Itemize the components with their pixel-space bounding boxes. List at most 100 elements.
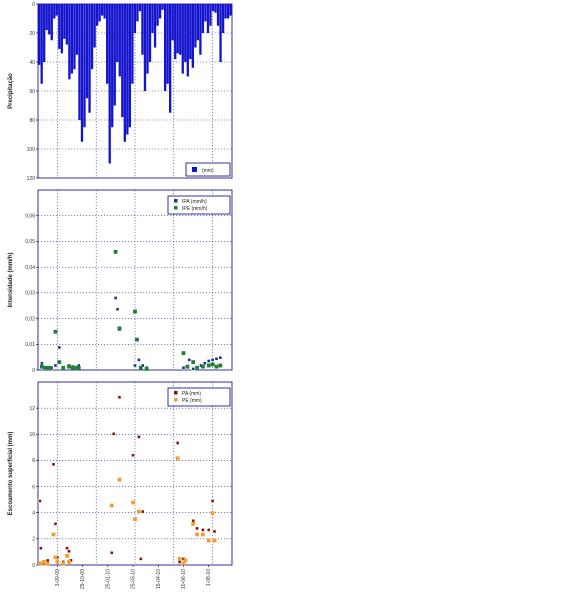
- pa-marker: [45, 558, 50, 563]
- pa-marker: [191, 518, 196, 523]
- precip-bar: [121, 4, 124, 118]
- precip-bar: [111, 4, 114, 128]
- precipitation-panel: 0 20 40 60 80 100 120 Precipitação (mm): [8, 2, 233, 182]
- y-tick-label: 0,03: [25, 291, 35, 297]
- precip-bar: [191, 4, 195, 68]
- pa-marker: [117, 395, 122, 400]
- pe-marker: [41, 560, 46, 564]
- ipe-marker: [43, 365, 48, 370]
- ipe-marker: [133, 309, 137, 314]
- ipa-marker: [218, 355, 223, 360]
- precip-bar: [201, 4, 205, 33]
- date-axis: 3-09-09 29-10-09 25-01-10 25-03-10 15-04-10 1…: [55, 565, 212, 589]
- precip-bar: [45, 4, 48, 31]
- precip-bar: [186, 4, 189, 77]
- precip-bar: [68, 4, 71, 80]
- precip-bar: [131, 4, 134, 84]
- ipe-marker: [39, 364, 44, 369]
- precip-bar: [209, 4, 212, 26]
- intensity-panel: 0 0,01 0,02 0,03 0,04 0,05 0,06 Intensidade (mm…: [8, 189, 233, 374]
- y-axis-label: Intensidade (mm/h): [8, 252, 14, 307]
- precip-bar: [133, 4, 137, 33]
- pe-marker: [45, 561, 50, 566]
- precip-bar: [108, 4, 111, 164]
- pe-marker: [175, 456, 180, 461]
- precip-bar: [40, 4, 43, 84]
- pa-marker: [111, 431, 116, 436]
- ipe-marker: [195, 365, 199, 370]
- pe-marker: [109, 503, 114, 508]
- precip-bar: [88, 4, 91, 113]
- ipe-marker: [57, 360, 62, 365]
- y-axis-label: Precipitação: [8, 73, 14, 109]
- precip-bar: [85, 4, 89, 99]
- pa-marker: [51, 462, 56, 467]
- ipe-marker: [185, 364, 190, 369]
- precip-bar: [189, 4, 192, 60]
- ipa-marker: [202, 361, 207, 366]
- ipa-marker: [187, 357, 192, 362]
- runoff-panel: 0 2 4 6 8 10 12 Escoamento superficial (mm) PA (…: [8, 381, 233, 569]
- plot-frame: [37, 381, 233, 566]
- precip-bar: [113, 4, 116, 106]
- ipe-marker: [206, 363, 211, 368]
- precip-bar: [70, 4, 74, 74]
- pe-marker: [210, 511, 215, 516]
- pa-marker: [212, 529, 217, 534]
- precip-bar: [171, 4, 174, 41]
- precip-bar: [58, 4, 61, 49]
- y-tick-label: 10: [29, 432, 35, 438]
- y-tick-label: 20: [29, 31, 35, 37]
- pe-marker: [67, 560, 71, 564]
- ipe-marker: [53, 329, 58, 334]
- precip-bar: [103, 4, 106, 19]
- ipa-marker: [113, 296, 118, 300]
- pe-marker: [55, 560, 60, 564]
- ipa-marker: [140, 363, 145, 368]
- pe-marker: [51, 532, 56, 537]
- y-tick-label: 40: [29, 60, 35, 66]
- pa-marker: [206, 528, 211, 532]
- precip-bar: [196, 4, 200, 41]
- legend-marker: [174, 391, 178, 395]
- precip-bar: [93, 4, 96, 48]
- pa-marker: [138, 556, 143, 561]
- y-tick-label: 0,05: [25, 239, 35, 245]
- precip-bar: [211, 4, 215, 12]
- ipe-marker: [138, 365, 143, 370]
- precip-bar: [128, 4, 132, 128]
- precip-bar: [194, 4, 197, 48]
- x-tick-label: 1-08-10: [206, 569, 212, 586]
- legend-label-precip: (mm): [202, 168, 214, 174]
- y-tick-label: 2: [32, 537, 35, 543]
- x-tick-label: 3-09-09: [55, 569, 61, 586]
- ipa-marker: [136, 357, 141, 362]
- pe-marker: [191, 521, 196, 526]
- legend-marker: [174, 206, 178, 210]
- precip-bar: [138, 4, 142, 12]
- precip-bar: [136, 4, 139, 22]
- plot-frame: [37, 189, 233, 371]
- y-tick-label: 80: [29, 118, 35, 124]
- pe-marker: [117, 477, 122, 482]
- precip-bar: [179, 4, 182, 55]
- pa-marker: [210, 499, 215, 503]
- x-tick-label: 25-03-10: [131, 569, 137, 589]
- y-tick-label: 0: [32, 368, 35, 374]
- precip-bar: [224, 4, 227, 19]
- precip-bar: [38, 4, 41, 65]
- precip-bar: [169, 4, 172, 113]
- precip-bar: [151, 4, 154, 33]
- legend-box: [185, 162, 231, 177]
- pe-marker: [201, 532, 205, 537]
- legend-label: IPA (mm/h): [182, 199, 207, 205]
- pe-marker: [206, 538, 211, 543]
- precip-bar: [126, 4, 129, 135]
- precip-bar: [226, 4, 230, 19]
- ipe-marker: [218, 363, 223, 368]
- precip-bar: [100, 4, 104, 16]
- y-tick-label: 120: [27, 176, 36, 182]
- pa-marker: [38, 499, 42, 503]
- precip-bar: [143, 4, 147, 91]
